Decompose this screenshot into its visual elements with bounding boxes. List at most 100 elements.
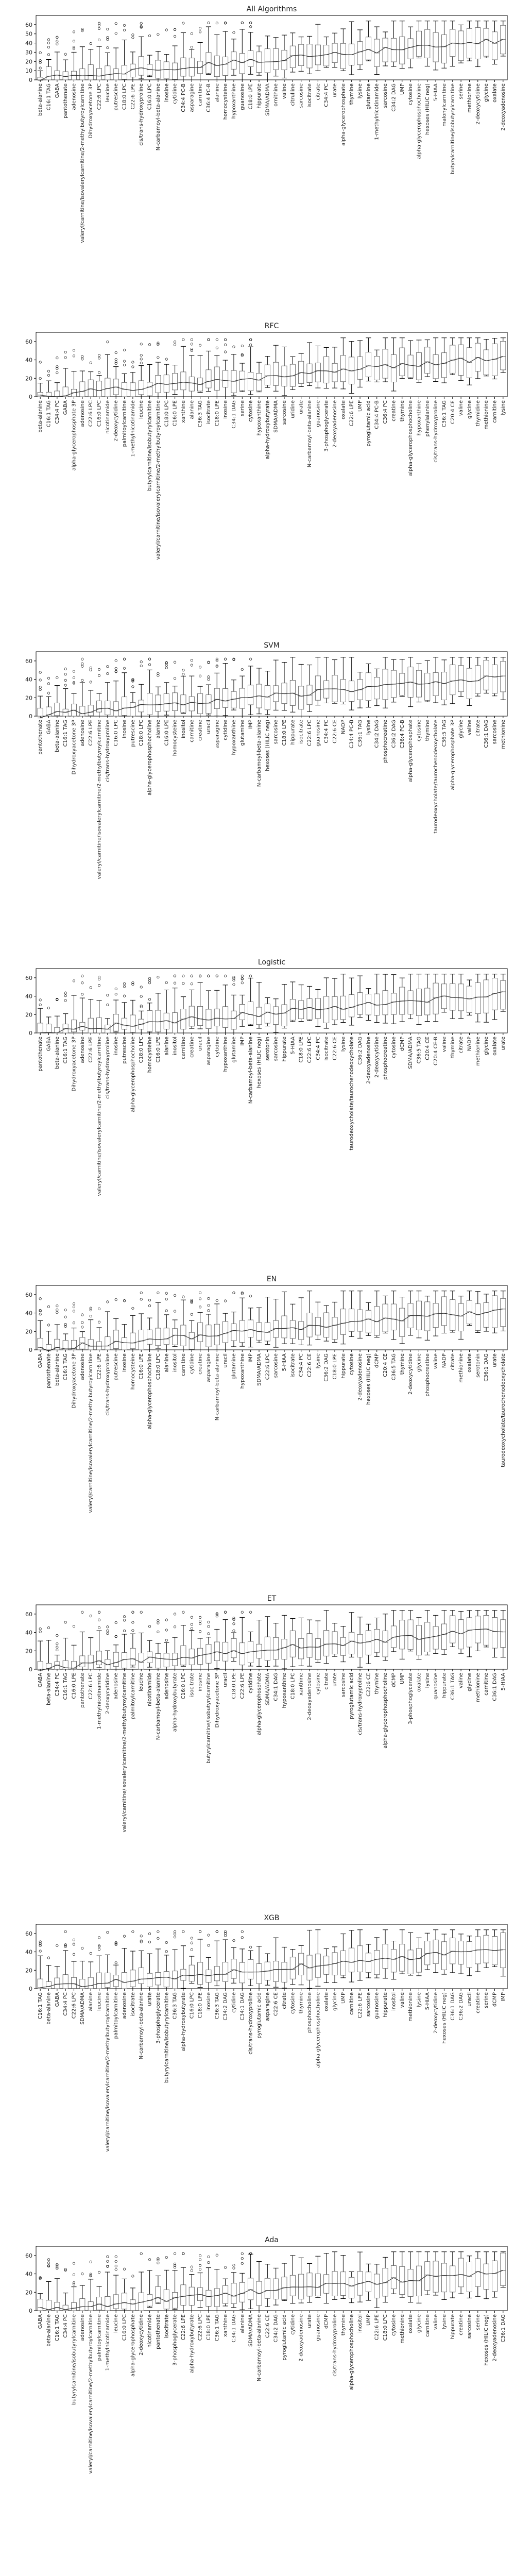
- x-tick-label: isocitrate: [290, 1353, 296, 1378]
- x-tick-label: hexoses (HILIC neg): [441, 1992, 447, 2044]
- box-iqr: [450, 1938, 456, 1964]
- x-tick-label: C18:0 LPE: [299, 1037, 304, 1063]
- outlier-point: [207, 1309, 210, 1312]
- outlier-point: [207, 2255, 210, 2259]
- outlier-point: [190, 32, 193, 36]
- x-tick-label: cis/trans-hydroxyproline: [105, 720, 111, 782]
- box-43: [390, 1610, 397, 1652]
- box-11: [122, 24, 128, 80]
- x-tick-label: beta-alanine: [55, 1353, 60, 1386]
- box-49: [441, 2251, 447, 2300]
- box-7: [88, 666, 94, 717]
- box-15: [155, 1619, 161, 1670]
- x-tick-label: methionine: [501, 720, 506, 749]
- outlier-point: [249, 21, 252, 24]
- x-tick-label: creatine: [189, 1037, 195, 1058]
- box-iqr: [340, 679, 346, 702]
- x-tick-label: sarcosine: [492, 720, 497, 744]
- box-33: [306, 1291, 313, 1346]
- x-tick-label: NADP: [441, 1353, 447, 1368]
- x-tick-label: 3-phosphoglycerate: [173, 2314, 178, 2366]
- x-tick-label: C16:0 LPE: [173, 400, 178, 427]
- outlier-point: [232, 1629, 235, 1632]
- y-tick-label: 20: [25, 1328, 32, 1335]
- box-50: [450, 1291, 456, 1333]
- box-iqr: [281, 49, 287, 71]
- box-8: [96, 1936, 102, 1989]
- outlier-point: [64, 1323, 67, 1326]
- box-iqr: [205, 52, 212, 74]
- outlier-point: [114, 32, 117, 35]
- x-tick-label: valeryl/carnitine/isovalerylcarnitine/2-…: [88, 1353, 94, 1513]
- x-tick-label: oxalate: [416, 1673, 422, 1692]
- x-tick-label: serine: [458, 83, 464, 99]
- x-tick-label: uracil: [198, 1037, 203, 1051]
- x-tick-label: thymine: [400, 400, 405, 421]
- box-iqr: [433, 1939, 439, 1964]
- box-32: [298, 353, 304, 387]
- box-iqr: [205, 2290, 212, 2307]
- outlier-point: [224, 350, 227, 353]
- outlier-point: [224, 974, 227, 977]
- outlier-point: [232, 1939, 235, 1942]
- outlier-point: [140, 358, 143, 361]
- x-tick-label: adenosine: [80, 1353, 85, 1380]
- x-tick-label: C36:4 PC: [383, 400, 388, 424]
- outlier-point: [72, 349, 76, 352]
- y-tick-label: 0: [29, 1347, 32, 1353]
- x-tick-label: IMP: [501, 1992, 506, 2002]
- outlier-point: [47, 41, 50, 44]
- box-36: [332, 347, 338, 388]
- x-tick-label: C36:5 TAG: [391, 1353, 397, 1380]
- outlier-point: [215, 664, 218, 667]
- box-3: [54, 36, 60, 80]
- box-31: [289, 32, 296, 73]
- outlier-point: [81, 358, 84, 361]
- box-45: [407, 1610, 414, 1652]
- x-tick-label: urate: [147, 1992, 153, 2006]
- box-iqr: [281, 1639, 287, 1659]
- x-tick-label: glutamine: [231, 1037, 237, 1063]
- x-tick-label: valine: [441, 1037, 447, 1052]
- x-tick-label: alpha-glycerophosphate 3P: [72, 400, 77, 471]
- box-iqr: [163, 1328, 169, 1345]
- box-iqr: [96, 68, 102, 80]
- box-17: [172, 341, 178, 395]
- x-tick-label: homocysteine: [130, 1353, 136, 1389]
- x-tick-label: creatine: [198, 1353, 203, 1375]
- outlier-point: [123, 1299, 126, 1302]
- box-iqr: [79, 1979, 85, 1989]
- box-16: [163, 28, 169, 80]
- box-8: [96, 1611, 102, 1668]
- x-tick-label: uracil: [206, 720, 212, 734]
- outlier-point: [224, 343, 227, 346]
- outlier-point: [97, 357, 101, 360]
- outlier-point: [140, 995, 143, 998]
- x-tick-label: alpha-glycerophosphate: [340, 83, 346, 146]
- outlier-point: [190, 1941, 193, 1944]
- outlier-point: [207, 1944, 210, 1947]
- box-49: [441, 1934, 447, 1975]
- box-1: [37, 51, 43, 81]
- box-7: [88, 1615, 94, 1670]
- outlier-point: [106, 28, 109, 31]
- x-tick-label: C34:2 DAG: [273, 2314, 279, 2343]
- box-32: [298, 2257, 304, 2303]
- box-iqr: [441, 2263, 447, 2293]
- median-trend-line: [40, 2270, 504, 2310]
- outlier-point: [72, 1306, 76, 1309]
- box-iqr: [273, 1637, 279, 1660]
- box-iqr: [298, 2274, 304, 2300]
- box-iqr: [399, 1944, 405, 1972]
- box-43: [390, 974, 397, 1024]
- outlier-point: [47, 2265, 50, 2268]
- outlier-point: [207, 1304, 210, 1307]
- outlier-point: [64, 356, 67, 359]
- box-iqr: [458, 30, 464, 61]
- outlier-point: [114, 2255, 117, 2258]
- outlier-point: [131, 365, 134, 368]
- outlier-point: [114, 2264, 117, 2267]
- box-iqr: [264, 685, 270, 710]
- outlier-point: [97, 39, 101, 42]
- outlier-point: [106, 1632, 109, 1635]
